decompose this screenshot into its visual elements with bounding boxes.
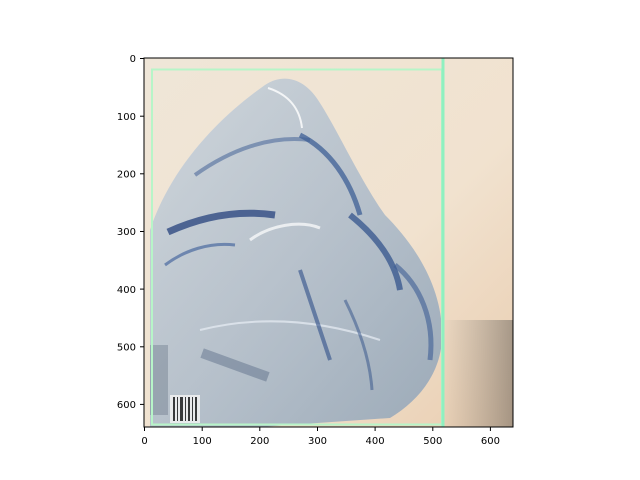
x-tick-label: 300: [308, 436, 327, 447]
y-tick-label: 0: [130, 54, 136, 65]
y-tick-label: 100: [117, 112, 136, 123]
x-tick-label: 600: [481, 436, 500, 447]
y-tick-label: 500: [117, 343, 136, 354]
x-axis: 0 100 200 300 400 500 600: [141, 427, 500, 447]
y-tick-label: 200: [117, 170, 136, 181]
x-tick-label: 200: [250, 436, 269, 447]
photo: [144, 58, 513, 427]
y-tick-label: 400: [117, 285, 136, 296]
x-tick-label: 100: [193, 436, 212, 447]
x-tick-label: 500: [423, 436, 442, 447]
x-tick-label: 400: [366, 436, 385, 447]
y-tick-label: 600: [117, 400, 136, 411]
y-tick-label: 300: [117, 227, 136, 238]
x-tick-label: 0: [141, 436, 147, 447]
bottle-icon: [150, 78, 443, 427]
axes-frame: [143, 57, 514, 428]
y-axis: 0 100 200 300 400 500 600: [117, 54, 144, 411]
